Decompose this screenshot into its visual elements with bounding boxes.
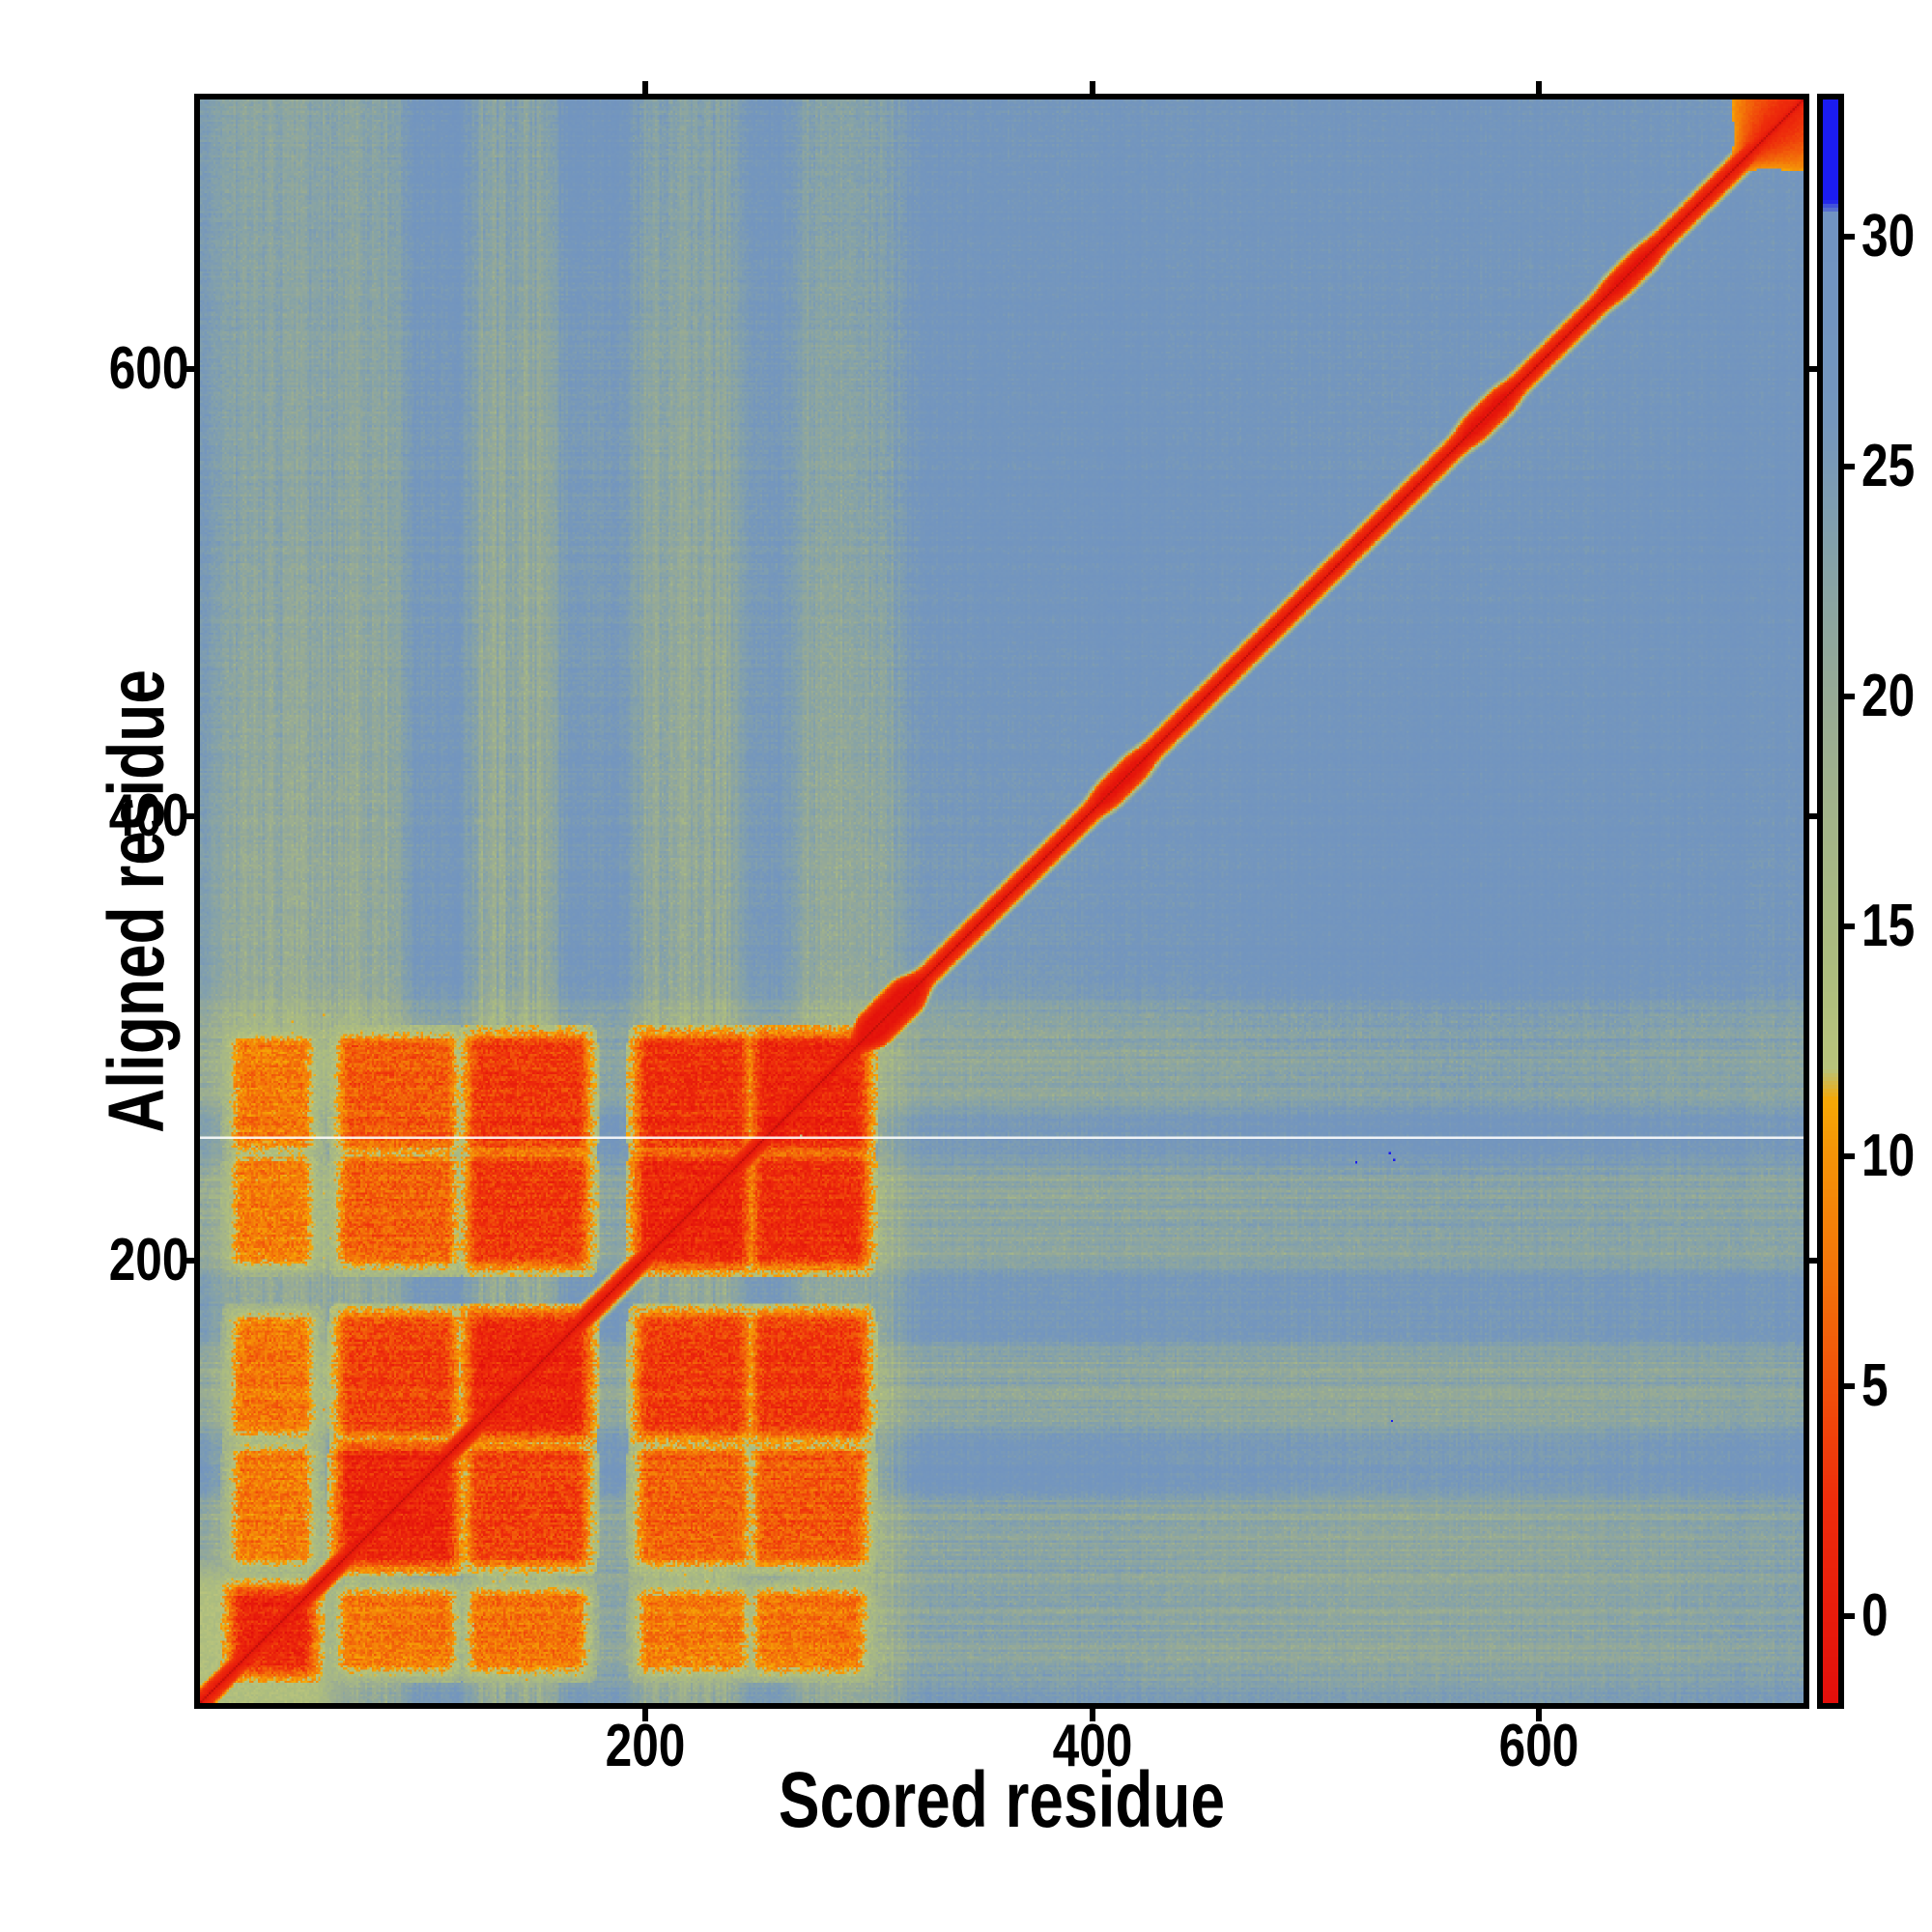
y-tick-label-200: 200 xyxy=(108,1227,188,1293)
colorbar-tick-5 xyxy=(1844,1382,1855,1389)
colorbar-label-5: 5 xyxy=(1861,1351,1889,1419)
x-tick-label-400: 400 xyxy=(1052,1713,1133,1779)
x-tick-mark-top-600 xyxy=(1535,81,1542,94)
y-tick-label-600: 600 xyxy=(108,335,188,403)
x-tick-label-600: 600 xyxy=(1498,1713,1579,1779)
x-tick-mark-top-200 xyxy=(641,81,648,94)
y-tick-mark-600 xyxy=(182,366,194,373)
colorbar-gradient xyxy=(1823,99,1838,1703)
y-tick-mark-right-600 xyxy=(1809,366,1822,373)
colorbar-label-10: 10 xyxy=(1861,1122,1916,1189)
x-axis-title-text: Scored residue xyxy=(778,1756,1226,1844)
colorbar-tick-10 xyxy=(1844,1152,1855,1159)
colorbar-label-20: 20 xyxy=(1861,663,1916,730)
colorbar xyxy=(1817,94,1844,1709)
colorbar-label-0: 0 xyxy=(1861,1582,1889,1650)
x-tick-mark-600 xyxy=(1535,1709,1542,1721)
colorbar-label-30: 30 xyxy=(1861,202,1916,270)
colorbar-tick-25 xyxy=(1844,463,1855,469)
x-tick-label-200: 200 xyxy=(605,1713,686,1779)
y-tick-mark-400 xyxy=(182,813,194,820)
colorbar-tick-15 xyxy=(1844,923,1855,930)
heatmap-plot-area xyxy=(194,94,1809,1709)
colorbar-label-15: 15 xyxy=(1861,893,1916,960)
x-tick-mark-200 xyxy=(641,1709,648,1721)
pae-heatmap-image xyxy=(200,99,1804,1703)
x-tick-mark-top-400 xyxy=(1089,81,1095,94)
colorbar-label-25: 25 xyxy=(1861,432,1916,499)
x-axis-title: Scored residue xyxy=(716,1760,1288,1841)
y-axis-title: Aligned residue xyxy=(93,604,181,1198)
y-tick-label-400: 400 xyxy=(108,782,188,850)
colorbar-tick-30 xyxy=(1844,233,1855,240)
y-tick-mark-200 xyxy=(182,1258,194,1264)
colorbar-tick-0 xyxy=(1844,1613,1855,1620)
x-tick-mark-400 xyxy=(1089,1709,1095,1721)
y-tick-mark-right-200 xyxy=(1809,1258,1822,1264)
y-tick-mark-right-400 xyxy=(1809,813,1822,820)
colorbar-tick-20 xyxy=(1844,694,1855,700)
y-axis-title-text: Aligned residue xyxy=(93,669,181,1133)
